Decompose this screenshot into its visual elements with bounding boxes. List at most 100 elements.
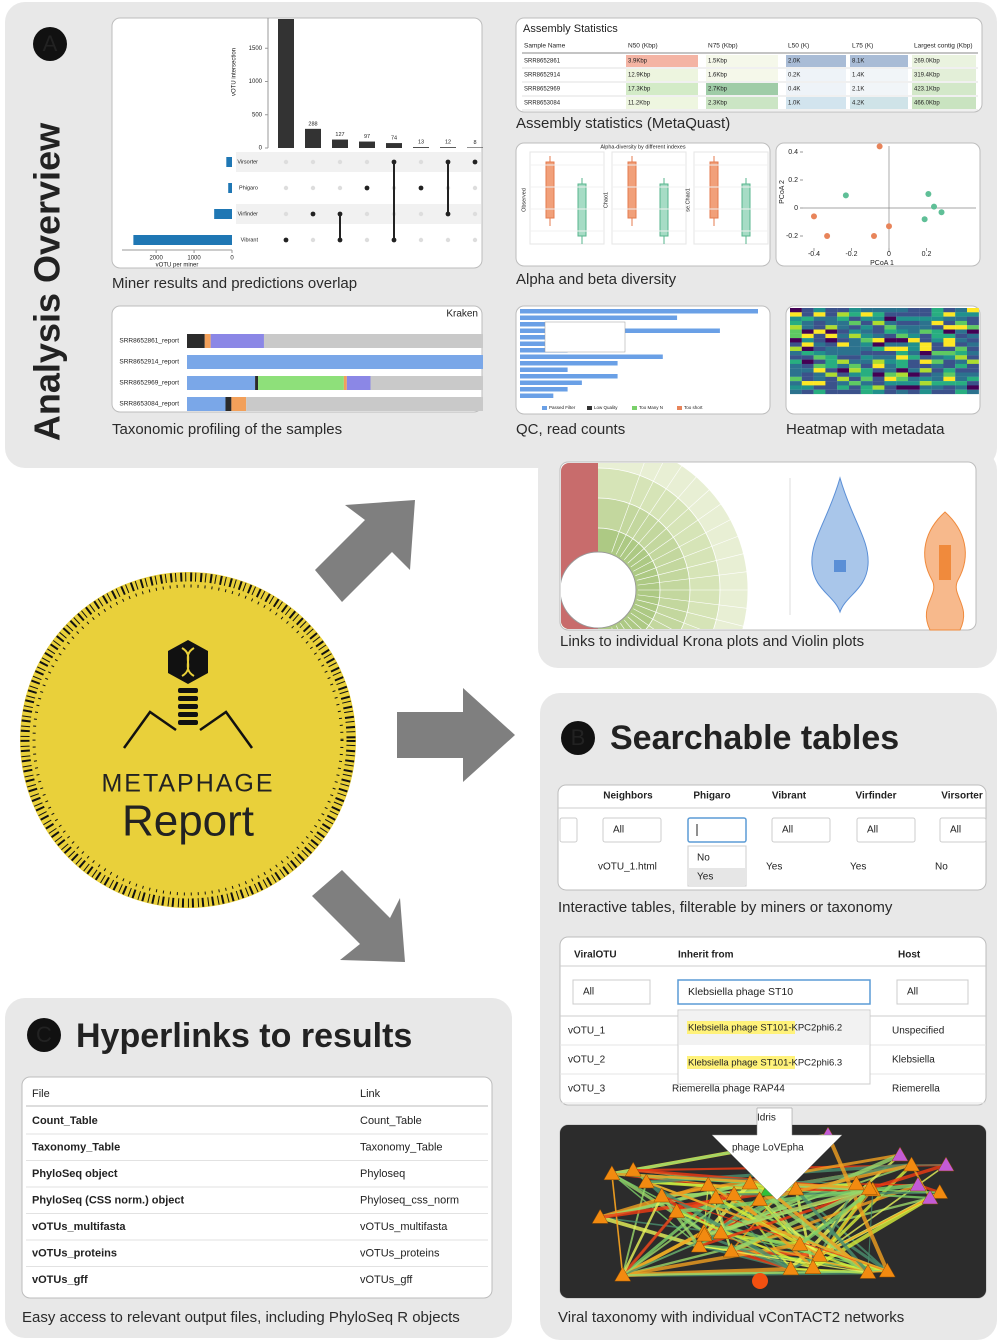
filter-input[interactable] <box>559 817 578 843</box>
file-name: vOTUs_proteins <box>32 1247 117 1259</box>
legend-swatch <box>587 406 592 410</box>
heat-cell <box>813 316 826 321</box>
heat-cell <box>919 346 932 352</box>
heat-cell <box>896 316 909 321</box>
heat-cell <box>919 376 932 382</box>
heat-cell <box>908 381 920 386</box>
cell-bg <box>626 69 698 81</box>
filter-input[interactable] <box>856 817 916 843</box>
bar-segment <box>187 334 205 348</box>
heat-cell <box>872 372 885 377</box>
file-link[interactable]: Phyloseq_css_norm <box>360 1194 459 1206</box>
krona-slice <box>636 599 744 627</box>
value-label: 74 <box>391 136 397 142</box>
table-header: Link <box>360 1088 381 1100</box>
network-edge <box>868 1163 947 1191</box>
heat-cell <box>849 363 861 369</box>
y-tick-label: 0.2 <box>788 177 798 184</box>
heat-cell <box>967 308 979 313</box>
file-link[interactable]: Count_Table <box>360 1115 422 1127</box>
table-cell: 4.2K <box>852 101 864 107</box>
legend-swatch <box>542 406 547 410</box>
table-cell: 466.0Kbp <box>914 101 940 107</box>
heat-cell <box>860 351 873 356</box>
filter-input[interactable] <box>602 817 662 843</box>
bar-segment <box>343 376 347 390</box>
caption: Miner results and predictions overlap <box>112 275 357 292</box>
heat-cell <box>884 308 897 313</box>
heat-cell <box>896 320 909 326</box>
heat-cell <box>919 385 932 390</box>
filter-input[interactable] <box>687 817 747 843</box>
heat-cell <box>919 333 932 339</box>
cell-bg <box>912 97 976 109</box>
bar-segment <box>187 355 483 369</box>
network-node <box>847 1175 865 1191</box>
table-cell: Yes <box>766 862 782 873</box>
matrix-dot <box>364 237 370 243</box>
heat-cell <box>790 316 802 321</box>
heat-cell <box>955 312 968 317</box>
value-label: 13 <box>418 140 424 146</box>
bar <box>520 380 582 385</box>
heat-cell <box>825 351 838 356</box>
matrix-dot <box>391 159 397 165</box>
matrix-dot <box>337 159 343 165</box>
heat-cell <box>837 312 850 317</box>
heat-cell <box>837 333 850 339</box>
suggestion[interactable]: Klebsiella phage ST101-KPC2phi6.2 <box>688 1023 842 1034</box>
phage-dna <box>181 647 195 677</box>
bar-segment <box>225 397 232 411</box>
table-header: Sample Name <box>524 43 566 50</box>
heat-cell <box>872 320 885 326</box>
heat-cell <box>896 363 909 369</box>
bar <box>359 141 375 148</box>
search-input[interactable] <box>677 979 871 1005</box>
network-node <box>903 1156 920 1172</box>
heat-cell <box>825 376 838 382</box>
arrow <box>397 688 515 782</box>
set-name: Virfinder <box>238 211 259 217</box>
heat-cell <box>849 376 861 382</box>
table-header: ViralOTU <box>574 950 617 961</box>
network-edge <box>818 1191 941 1257</box>
table-cell: 2.1K <box>852 87 864 93</box>
table-cell: No <box>935 862 948 873</box>
heat-cell <box>908 389 920 395</box>
filter-input[interactable] <box>896 979 969 1005</box>
logo-edge <box>20 572 356 908</box>
point <box>842 192 849 199</box>
heat-cell <box>849 359 861 364</box>
placeholder: All <box>583 987 594 998</box>
file-link[interactable]: vOTUs_gff <box>360 1274 413 1286</box>
heat-cell <box>931 329 944 334</box>
filter-input[interactable] <box>572 979 651 1005</box>
heat-cell <box>825 346 838 352</box>
file-link[interactable]: vOTUs_proteins <box>360 1247 440 1259</box>
dropdown-option[interactable]: Yes <box>697 872 713 883</box>
table-cell: vOTU_3 <box>568 1084 606 1095</box>
table-cell: 17.3Kbp <box>628 87 651 93</box>
filter-input[interactable] <box>939 817 987 843</box>
file-link[interactable]: vOTUs_multifasta <box>360 1221 448 1233</box>
table-header: Vibrant <box>772 791 807 802</box>
table-header: Virsorter <box>941 791 983 802</box>
network-edge <box>798 1188 874 1246</box>
dropdown-option[interactable]: No <box>697 853 710 864</box>
heat-cell <box>849 368 861 373</box>
filter-input[interactable] <box>771 817 831 843</box>
file-link[interactable]: Taxonomy_Table <box>360 1141 443 1153</box>
heat-cell <box>837 389 850 395</box>
heat-cell <box>967 368 979 373</box>
heat-cell <box>790 381 802 386</box>
heat-cell <box>896 325 909 330</box>
file-link[interactable]: Phyloseq <box>360 1168 405 1180</box>
heat-cell <box>801 381 814 386</box>
suggestion[interactable]: Klebsiella phage ST101-KPC2phi6.3 <box>688 1058 842 1069</box>
table-cell: 1.5Kbp <box>708 59 728 65</box>
table-cell: vOTU_2 <box>568 1055 606 1066</box>
heat-cell <box>908 355 920 360</box>
cell-bg <box>786 55 846 67</box>
heat-cell <box>860 329 873 334</box>
point <box>876 143 883 150</box>
